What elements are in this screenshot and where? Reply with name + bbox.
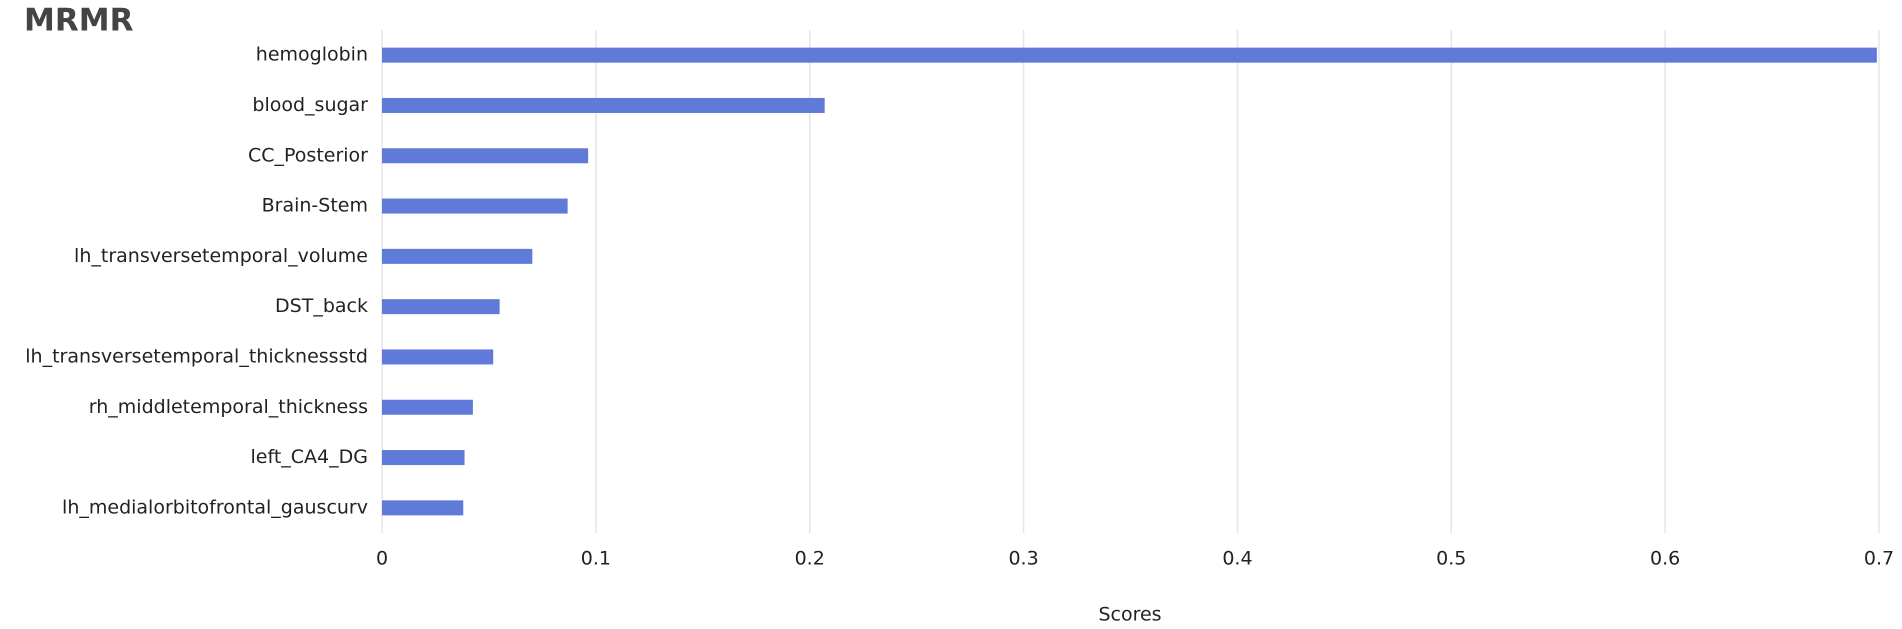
bar xyxy=(382,148,589,164)
y-tick-label: lh_medialorbitofrontal_gauscurv xyxy=(62,496,368,518)
y-tick-label: hemoglobin xyxy=(256,44,368,66)
bar xyxy=(382,198,568,214)
y-tick-label: lh_transversetemporal_volume xyxy=(74,245,368,267)
y-tick-label: CC_Posterior xyxy=(248,144,368,166)
x-tick-label: 0.3 xyxy=(1008,548,1038,570)
bar xyxy=(382,349,494,365)
y-tick-label: lh_transversetemporal_thicknessstd xyxy=(25,345,368,367)
x-axis-label: Scores xyxy=(1098,604,1161,626)
bar xyxy=(382,450,465,466)
x-tick-label: 0.4 xyxy=(1222,548,1252,570)
x-tick-label: 0 xyxy=(376,548,388,570)
y-tick-label: DST_back xyxy=(275,295,368,317)
x-tick-label: 0.7 xyxy=(1864,548,1894,570)
bar xyxy=(382,47,1877,63)
x-tick-label: 0.2 xyxy=(795,548,825,570)
bar xyxy=(382,399,473,415)
y-tick-label: blood_sugar xyxy=(252,94,368,116)
x-tick-label: 0.5 xyxy=(1436,548,1466,570)
x-tick-label: 0.6 xyxy=(1650,548,1680,570)
bar xyxy=(382,299,500,315)
x-tick-label: 0.1 xyxy=(581,548,611,570)
chart-title: MRMR xyxy=(24,3,134,39)
bar xyxy=(382,97,825,113)
y-tick-label: Brain-Stem xyxy=(262,195,368,217)
bar xyxy=(382,500,464,516)
y-tick-label: rh_middletemporal_thickness xyxy=(89,396,368,418)
bar xyxy=(382,248,533,264)
y-tick-label: left_CA4_DG xyxy=(251,446,368,468)
